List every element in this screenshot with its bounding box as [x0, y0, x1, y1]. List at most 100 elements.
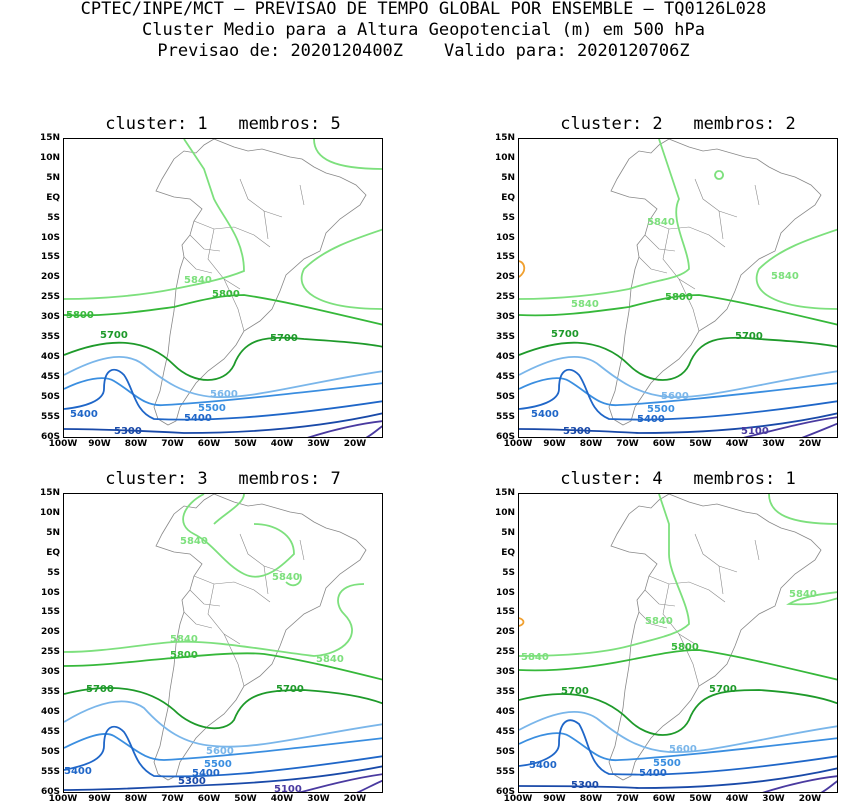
contour-5840: [182, 494, 295, 578]
lon-tick-label: 50W: [689, 794, 712, 804]
lat-tick-label: 40S: [40, 706, 60, 717]
lat-tick-label: 55S: [40, 766, 60, 777]
lon-tick-label: 70W: [616, 439, 639, 449]
contour-5700: [64, 336, 382, 381]
contour-5840: [300, 228, 382, 310]
lat-tick-label: 15N: [39, 488, 60, 498]
lon-tick-label: 50W: [234, 439, 257, 449]
lat-tick-label: 5N: [501, 172, 515, 183]
map-panel-4: 5840 5840 5840 5800 5700 5700 5600 5500 5400 5400…: [518, 493, 838, 793]
contour-5600: [519, 711, 837, 754]
chart-title-line3: Previsao de: 2020120400Z Valido para: 20…: [157, 41, 690, 61]
lat-tick-label: 10S: [495, 232, 515, 243]
contour-label: 5800: [671, 642, 699, 653]
lat-tick-label: 60S: [495, 431, 515, 442]
country-border: [189, 234, 221, 252]
lon-tick-label: 20W: [798, 794, 822, 804]
panel-title-2: cluster: 2 membros: 2: [560, 114, 796, 134]
lon-tick-label: 30W: [762, 439, 785, 449]
country-border: [223, 278, 245, 332]
contour-5600: [64, 700, 382, 748]
lon-tick-label: 40W: [270, 439, 294, 449]
lon-tick-label: 60W: [197, 439, 221, 449]
lat-tick-label: EQ: [46, 192, 60, 203]
country-border: [207, 583, 241, 645]
contour-5840: [755, 228, 837, 310]
country-border: [299, 539, 305, 561]
contour-label: 5840: [645, 616, 673, 627]
contour-5800: [519, 294, 837, 326]
lat-tick-label: 10N: [39, 152, 60, 163]
contour-label: 5840: [521, 652, 549, 663]
contour-label: 5700: [735, 331, 763, 342]
lat-tick-label: 25S: [495, 647, 515, 658]
contour-5400: [519, 719, 837, 776]
contour-label: 5100: [741, 426, 769, 437]
contour-5300: [519, 412, 837, 434]
contour-5500: [519, 732, 837, 761]
contour-label: 5400: [637, 414, 665, 425]
contour-5100: [356, 779, 382, 792]
lat-tick-label: 15S: [495, 607, 515, 618]
lat-tick-label: 10N: [494, 152, 515, 163]
lat-tick-label: 25S: [495, 292, 515, 303]
lat-tick-label: 15S: [495, 252, 515, 263]
lon-tick-label: 60W: [652, 794, 676, 804]
lat-tick-label: 60S: [40, 786, 60, 797]
contour-outlier: [519, 260, 526, 278]
contour-label: 5400: [639, 768, 667, 779]
country-border: [638, 256, 668, 274]
contour-5700: [519, 336, 837, 381]
lon-tick-label: 80W: [579, 794, 603, 804]
contour-5100: [743, 416, 837, 437]
contour-label: 5400: [192, 768, 220, 779]
lat-tick-label: 45S: [40, 371, 60, 382]
contour-label: 5800: [170, 650, 198, 661]
lat-tick-label: 30S: [40, 312, 60, 323]
contour-5300: [64, 765, 382, 791]
contour-label: 5800: [66, 310, 94, 321]
lat-tick-label: 45S: [495, 371, 515, 382]
lat-tick-label: 35S: [495, 332, 515, 342]
lat-tick-label: 5N: [46, 527, 60, 538]
contour-label: 5840: [771, 271, 799, 282]
country-border: [183, 611, 213, 629]
chart-title-line1: CPTEC/INPE/MCT – PREVISAO DE TEMPO GLOBA…: [80, 0, 767, 19]
contour-5300: [519, 767, 837, 789]
contour-label: 5500: [647, 404, 675, 415]
lat-tick-label: 10N: [39, 507, 60, 518]
lat-tick-label: 45S: [495, 726, 515, 737]
country-border: [678, 633, 700, 687]
contour-label: 5600: [661, 391, 689, 402]
contour-label: 5600: [669, 744, 697, 755]
contour-label: 5800: [665, 292, 693, 303]
lon-tick-label: 90W: [543, 439, 566, 449]
contour-5800: [64, 294, 382, 326]
lat-tick-label: 40S: [495, 706, 515, 717]
contour-label: 5840: [571, 299, 599, 310]
contour-label: 5840: [272, 572, 300, 583]
contour-5100: [365, 425, 382, 437]
contour-label: 5840: [647, 217, 675, 228]
contour-label: 5400: [64, 766, 92, 777]
contour-label: 5700: [270, 333, 298, 344]
country-border: [263, 210, 269, 240]
lat-tick-label: 60S: [40, 431, 60, 442]
country-border: [694, 178, 738, 218]
contour-label: 5300: [571, 780, 599, 791]
lon-tick-label: 20W: [343, 794, 367, 804]
lat-tick-label: 40S: [40, 351, 60, 362]
lon-tick-label: 30W: [307, 794, 330, 804]
lat-tick-label: 10S: [495, 587, 515, 598]
lat-tick-label: 15S: [40, 252, 60, 263]
contour-label: 5500: [204, 759, 232, 770]
contour-5100: [820, 780, 837, 792]
contour-label: 5700: [276, 684, 304, 695]
lon-tick-label: 80W: [579, 439, 603, 449]
lat-tick-label: 10S: [40, 587, 60, 598]
country-border: [662, 583, 696, 645]
country-border: [754, 184, 760, 206]
chart-title-line2: Cluster Medio para a Altura Geopotencial…: [142, 20, 705, 40]
coastline: [153, 139, 367, 426]
panel-title-1: cluster: 1 membros: 5: [105, 114, 341, 134]
